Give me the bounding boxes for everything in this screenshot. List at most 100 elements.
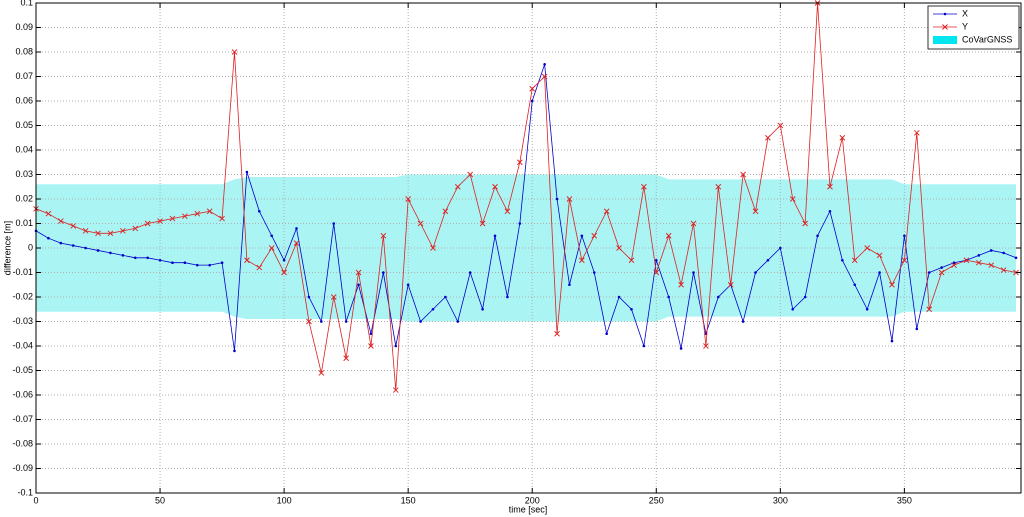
- marker: [692, 271, 695, 274]
- marker: [320, 320, 323, 323]
- marker: [580, 234, 584, 238]
- marker: [703, 343, 709, 349]
- x-tick-label: 0: [33, 495, 38, 505]
- marker: [690, 220, 697, 227]
- marker: [605, 332, 608, 336]
- marker: [977, 254, 981, 257]
- marker: [306, 318, 312, 325]
- marker: [903, 234, 906, 238]
- marker: [1002, 251, 1005, 255]
- marker: [307, 295, 311, 299]
- legend-label: CoVarGNSS: [962, 34, 1012, 44]
- marker: [368, 343, 374, 349]
- marker: [318, 370, 325, 376]
- marker: [839, 134, 846, 141]
- legend-label: X: [962, 8, 968, 18]
- y-tick-label: 0.1: [20, 0, 33, 7]
- marker: [1014, 256, 1018, 260]
- marker: [555, 197, 559, 201]
- y-tick-label: -0.06: [12, 389, 33, 399]
- marker: [777, 122, 784, 129]
- marker: [96, 249, 100, 252]
- marker: [343, 355, 349, 362]
- marker: [219, 215, 225, 222]
- marker: [988, 262, 995, 268]
- marker: [543, 62, 546, 66]
- legend-marker: [943, 12, 947, 16]
- marker: [492, 183, 498, 190]
- marker: [554, 330, 560, 337]
- marker: [641, 183, 647, 190]
- marker: [927, 271, 931, 274]
- x-tick-label: 250: [649, 495, 664, 505]
- marker: [715, 183, 722, 190]
- marker: [679, 347, 683, 350]
- marker: [865, 307, 869, 311]
- marker: [282, 258, 286, 262]
- marker: [504, 208, 511, 215]
- marker: [592, 271, 596, 274]
- marker: [938, 269, 945, 276]
- marker: [541, 73, 548, 80]
- marker: [766, 258, 770, 262]
- marker: [57, 218, 64, 224]
- marker: [183, 261, 187, 265]
- marker: [901, 257, 908, 264]
- marker: [95, 230, 101, 237]
- marker: [59, 241, 63, 245]
- y-tick-label: -0.05: [12, 365, 33, 375]
- marker: [566, 196, 573, 202]
- marker: [45, 210, 52, 217]
- y-tick-label: -0.08: [12, 438, 33, 448]
- marker: [109, 251, 112, 255]
- marker: [144, 220, 151, 227]
- marker: [107, 230, 114, 237]
- marker: [940, 266, 943, 269]
- marker: [752, 208, 759, 215]
- x-tick-label: 150: [401, 495, 416, 505]
- marker: [417, 220, 424, 227]
- y-tick-label: 0.01: [15, 218, 33, 228]
- y-tick-label: -0.02: [12, 291, 33, 301]
- marker: [853, 283, 857, 287]
- marker: [431, 307, 435, 311]
- marker: [270, 234, 274, 238]
- marker: [530, 99, 534, 103]
- y-tick-label: 0: [28, 242, 33, 252]
- y-tick-label: 0.07: [15, 71, 33, 81]
- marker: [158, 258, 162, 262]
- y-tick-label: 0.05: [15, 120, 33, 130]
- marker: [419, 320, 422, 323]
- marker: [654, 258, 658, 262]
- marker: [220, 261, 224, 265]
- marker: [357, 283, 360, 287]
- marker: [442, 208, 449, 215]
- marker: [133, 256, 137, 260]
- band: [36, 174, 1017, 322]
- y-tick-label: 0.02: [15, 193, 33, 203]
- marker: [146, 256, 149, 260]
- y-axis-label: difference [m]: [2, 221, 12, 275]
- marker: [913, 130, 920, 136]
- marker: [369, 332, 373, 336]
- marker: [182, 213, 188, 219]
- marker: [803, 295, 807, 299]
- marker: [653, 269, 660, 276]
- series-line: [35, 64, 1017, 351]
- marker: [70, 223, 77, 229]
- y-tick-label: 0.08: [15, 46, 33, 56]
- marker: [827, 183, 833, 190]
- marker: [779, 246, 782, 250]
- marker: [208, 263, 211, 267]
- marker: [591, 232, 598, 239]
- marker: [740, 171, 746, 178]
- marker: [889, 281, 895, 288]
- x-tick-label: 100: [277, 495, 292, 505]
- marker: [245, 170, 249, 174]
- marker: [1000, 267, 1007, 273]
- legend: XY CoVarGNSS: [927, 5, 1020, 50]
- marker: [802, 220, 808, 227]
- marker: [71, 244, 75, 247]
- marker: [157, 218, 163, 224]
